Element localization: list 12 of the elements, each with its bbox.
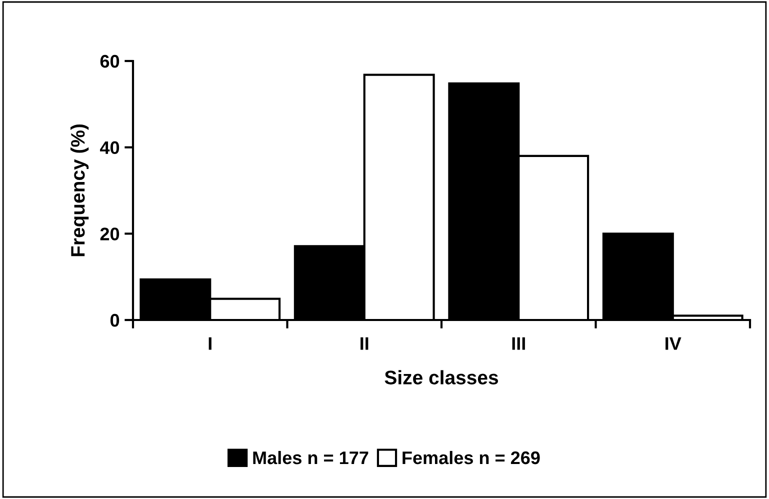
x-axis-title: Size classes <box>384 370 498 384</box>
y-tick-label: 20 <box>100 228 120 240</box>
y-axis-title: Frequency (%) <box>70 124 89 256</box>
y-tick-label: 40 <box>100 141 120 154</box>
legend-label: Males n = 177 <box>253 450 368 464</box>
x-tick-label: I <box>208 337 212 350</box>
x-tick-label: III <box>512 337 525 350</box>
y-tick-label: 0 <box>110 314 120 327</box>
x-tick-label: II <box>360 337 368 350</box>
x-tick-label: IV <box>666 337 682 350</box>
y-tick-label: 60 <box>100 54 120 68</box>
legend-label: Females n = 269 <box>402 450 540 464</box>
